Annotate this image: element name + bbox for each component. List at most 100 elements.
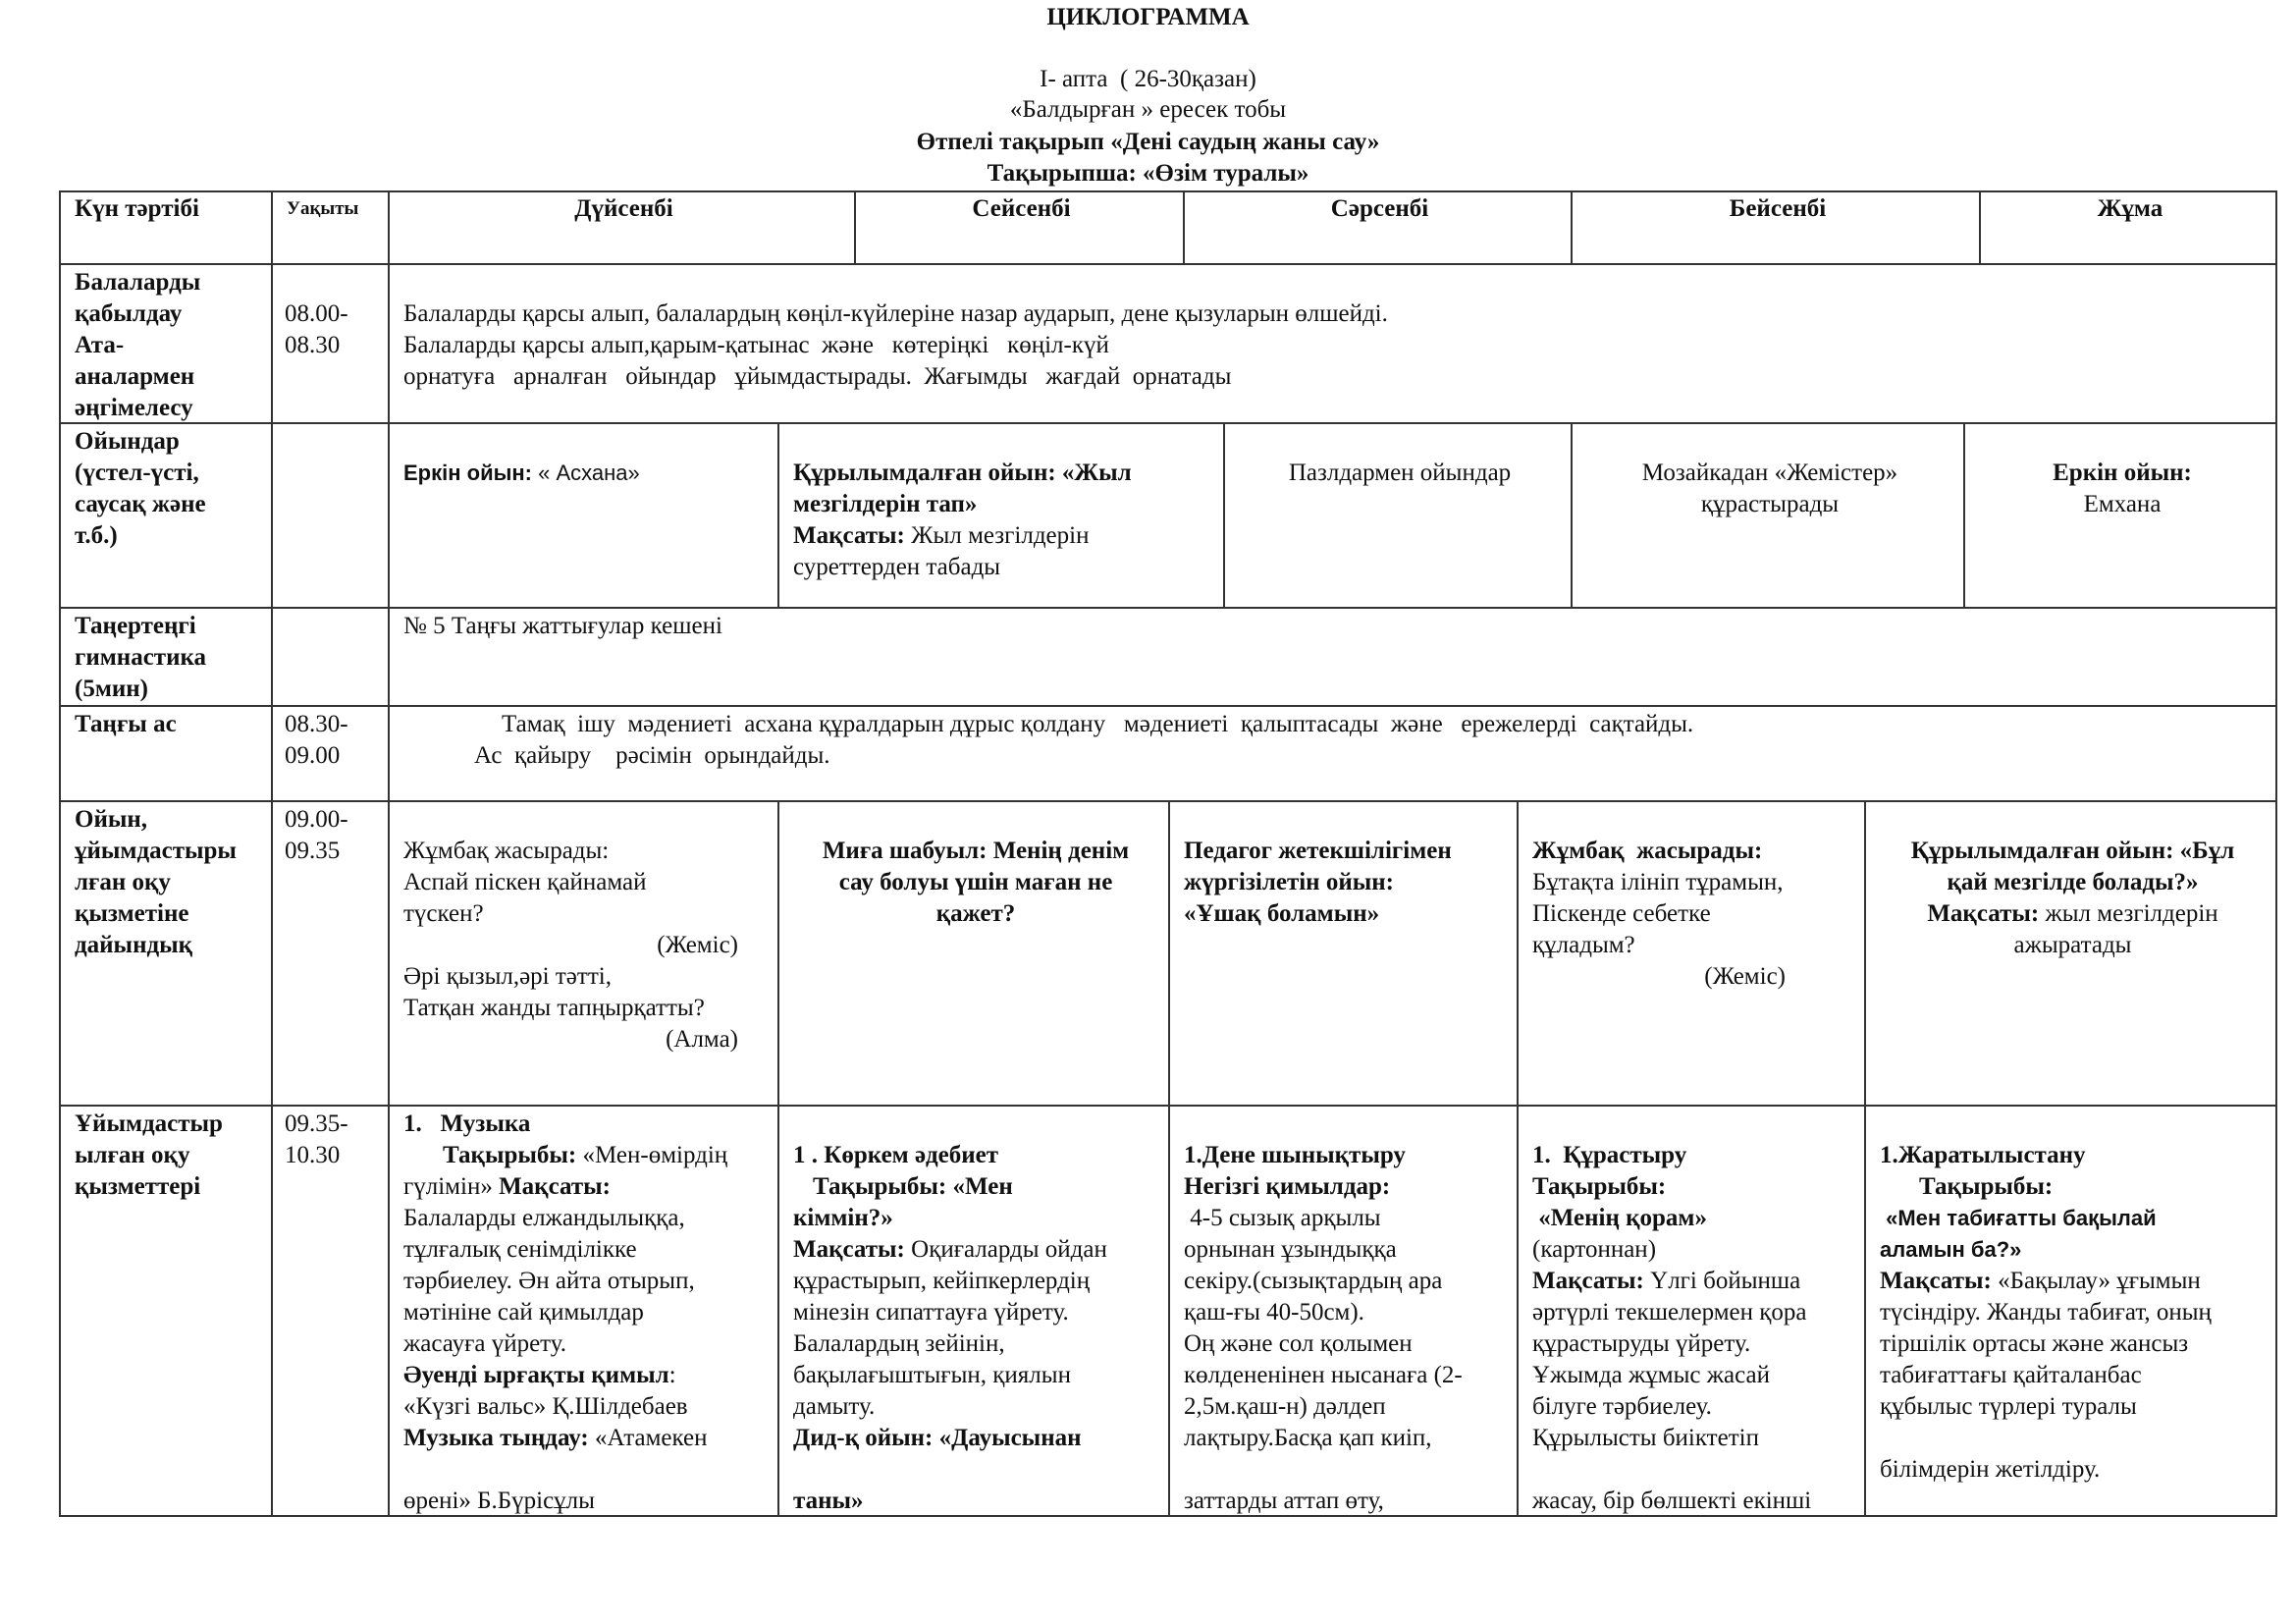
cell-wednesday: Педагог жетекшілігімен жүргізілетін ойын:… xyxy=(1168,800,1519,1107)
row-label-line: Таңғы ас xyxy=(75,711,177,737)
cell-line: 4-5 сызық арқылы xyxy=(1184,1203,1507,1234)
text: Ас қайыру рәсімін орындайды. xyxy=(474,742,830,769)
cell-line: заттарды аттап өту, xyxy=(1184,1486,1507,1515)
cell-line: гүлімін» Мақсаты: xyxy=(403,1171,768,1203)
cell-line: сау болуы үшін маған не xyxy=(793,867,1158,898)
row-time-line: 10.30 xyxy=(285,1142,341,1168)
text: білуге тәрбиелеу. xyxy=(1532,1393,1712,1420)
text: Емхана xyxy=(2083,491,2162,517)
bold-text: Мақсаты: xyxy=(499,1173,611,1200)
bold-text: Құрылымдалған ойын: «Жыл xyxy=(793,460,1132,486)
text: мінезін сипаттауға үйрету. xyxy=(793,1299,1069,1326)
cell-line: жасауға үйрету. xyxy=(403,1328,768,1360)
bold-text: қай мезгілде болады?» xyxy=(1947,869,2199,895)
text: заттарды аттап өту, xyxy=(1184,1488,1384,1514)
text: құрастырып, кейіпкерлердің xyxy=(793,1268,1091,1294)
row-label-line: лған оқу xyxy=(75,869,171,895)
row-label: Ойын, ұйымдастыры лған оқу қызметіне дайынды… xyxy=(59,800,273,1107)
cell-line: Жұмбақ жасырады: xyxy=(1532,836,1854,867)
cell-line: түскен? xyxy=(403,898,768,930)
cell-line: табиғаттағы қайталанбас xyxy=(1880,1360,2266,1391)
text: тәрбиелеу. Ән айта отырып, xyxy=(403,1268,695,1294)
header-tuesday: Сейсенбі xyxy=(854,190,1185,265)
cell-line: (картоннан) xyxy=(1532,1234,1854,1266)
cell-line: қай мезгілде болады?» xyxy=(1880,867,2266,898)
cell-line: Бұтақта ілініп тұрамын, xyxy=(1532,867,1854,898)
cell-line: Құрылымдалған ойын: «Бұл xyxy=(1880,836,2266,867)
theme-label: Өтпелі тақырып «Дені саудың жаны сау» xyxy=(916,129,1380,155)
row-time-line: 08.30- xyxy=(285,711,348,737)
cell-line: «Менің қорам» xyxy=(1532,1203,1854,1234)
cell-line: 1. Музыка xyxy=(403,1109,768,1140)
row-label-line: аналармен xyxy=(75,363,195,390)
text: Піскенде себетке xyxy=(1532,900,1711,927)
text: Балаларды елжандылыққа, xyxy=(403,1205,685,1231)
text: бақылағыштығын, қиялын xyxy=(793,1362,1071,1388)
row-label-line: дайындық xyxy=(75,932,193,958)
group-label: «Балдырған » ересек тобы xyxy=(1009,96,1287,123)
cell-line: Тақырыбы: xyxy=(1880,1171,2266,1203)
cell-friday: Құрылымдалған ойын: «Бұл қай мезгілде бол… xyxy=(1864,800,2277,1107)
cell-line: 1.Жаратылыстану xyxy=(1880,1140,2266,1171)
cell-line: Мақсаты: Жыл мезгілдерін xyxy=(793,520,1213,552)
row-time-line: 09.35 xyxy=(285,838,341,864)
text: Татқан жанды тапңырқатты? xyxy=(403,995,705,1021)
row-label-line: т.б.) xyxy=(75,522,118,549)
cell-line: № 5 Таңғы жаттығулар кешені xyxy=(403,611,2266,642)
cell-thursday: 1. Құрастыру Тақырыбы: «Менің қорам» (карт… xyxy=(1517,1105,1866,1517)
text: Ұжымда жұмыс жасай xyxy=(1532,1362,1770,1388)
text: құладым? xyxy=(1532,932,1635,958)
cell-line: Құрылысты биіктетіп xyxy=(1532,1423,1854,1454)
cell-all-days: Тамақ ішу мәдениеті асхана құралдарын дұ… xyxy=(388,705,2277,802)
cell-line: «Күзгі вальс» Қ.Шілдебаев xyxy=(403,1391,768,1423)
text: Оң және сол қолымен xyxy=(1184,1330,1413,1357)
bold-text: Мақсаты: xyxy=(1927,900,2040,927)
bold-text: Әуенді ырғақты қимыл xyxy=(403,1362,669,1388)
text: 4-5 сызық арқылы xyxy=(1184,1205,1381,1231)
cell-friday: 1.Жаратылыстану Тақырыбы: «Мен табиғатты … xyxy=(1864,1105,2277,1517)
cell-line: Құрылымдалған ойын: «Жыл xyxy=(793,458,1213,489)
cell-line: тұлғалық сенімділікке xyxy=(403,1234,768,1266)
cell-line: Мозайкадан «Жемістер» xyxy=(1586,458,1953,489)
row-label: Таңғы ас xyxy=(59,705,273,802)
cell-line: құрастыруды үйрету. xyxy=(1532,1328,1854,1360)
header-dayregime: Күн тәртібі xyxy=(59,190,273,265)
text: 2,5м.қаш-н) дәлдеп xyxy=(1184,1393,1386,1420)
cell-line: құрастырады xyxy=(1586,489,1953,520)
row-time-line: 09.00 xyxy=(285,742,341,769)
cell-tuesday: Миға шабуыл: Менің денім сау болуы үшін м… xyxy=(777,800,1170,1107)
cell-line: Еркін ойын: « Асхана» xyxy=(403,458,768,489)
row-label: Ұйымдастыр ылған оқу қызметтері xyxy=(59,1105,273,1517)
bold-text: Еркін ойын: xyxy=(2053,460,2192,486)
cell-line: аламын ба?» xyxy=(1880,1234,2266,1266)
cell-line: «Ұшақ боламын» xyxy=(1184,898,1507,930)
text: : xyxy=(668,1362,676,1388)
cell-line: әртүрлі текшелермен қора xyxy=(1532,1297,1854,1328)
header-label: Дүйсенбі xyxy=(574,195,673,222)
bold-text: кіммін?» xyxy=(793,1205,893,1231)
row-label-line: әңгімелесу xyxy=(75,395,193,421)
bold-text: Құрылымдалған ойын: «Бұл xyxy=(1910,838,2235,864)
cell-line: Музыка тыңдау: «Атамекен xyxy=(403,1423,768,1454)
cell-wednesday: Пазлдармен ойындар xyxy=(1223,422,1573,609)
row-label-line: Ойын, xyxy=(75,806,148,833)
header-thursday: Бейсенбі xyxy=(1571,190,1981,265)
cell-line: бақылағыштығын, қиялын xyxy=(793,1360,1158,1391)
cell-line: қаш-ғы 40-50см). xyxy=(1184,1297,1507,1328)
cell-line: білуге тәрбиелеу. xyxy=(1532,1391,1854,1423)
cell-line: ажыратады xyxy=(1880,930,2266,961)
text: түскен? xyxy=(403,900,484,927)
text: № 5 Таңғы жаттығулар кешені xyxy=(403,613,722,639)
cell-line: Емхана xyxy=(1979,489,2266,520)
text: гүлімін» xyxy=(403,1173,500,1200)
text: Әрі қызыл,әрі тәтті, xyxy=(403,963,612,990)
text: түсіндіру. Жанды табиғат, оның xyxy=(1880,1299,2212,1326)
text: Бұтақта ілініп тұрамын, xyxy=(1532,869,1784,895)
cell-line: құбылыс түрлері туралы xyxy=(1880,1391,2266,1423)
bold-text: «Менің қорам» xyxy=(1532,1205,1707,1231)
bold-text: сау болуы үшін маған не xyxy=(838,869,1113,895)
text: тұлғалық сенімділікке xyxy=(403,1236,637,1263)
bold-text: жүргізілетін ойын: xyxy=(1184,869,1394,895)
bold-text: Жұмбақ жасырады: xyxy=(1532,838,1763,864)
bold-text: таны» xyxy=(793,1488,864,1514)
